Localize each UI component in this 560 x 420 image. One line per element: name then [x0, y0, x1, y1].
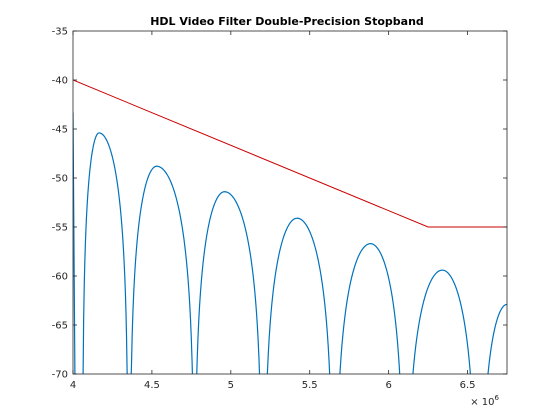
- x-exponent-power: 6: [495, 394, 500, 402]
- mask-line: [73, 79, 507, 228]
- series-layer: [73, 79, 507, 374]
- x-exponent-base: × 10: [470, 397, 494, 408]
- y-tick-label: -40: [52, 76, 68, 87]
- y-axis-ticks: -35 -40 -45 -50 -55 -60 -65 -70: [52, 27, 507, 381]
- plot-area: [73, 31, 507, 374]
- x-axis-ticks: 4 4.5 5 5.5 6 6.5: [70, 31, 476, 391]
- y-tick-label: -70: [52, 370, 68, 381]
- axes-box: [72, 30, 508, 375]
- x-tick-label: 6: [385, 380, 391, 391]
- x-tick-label: 6.5: [460, 380, 476, 391]
- y-tick-label: -35: [52, 27, 68, 38]
- y-tick-label: -45: [52, 125, 68, 136]
- filter-response-line: [73, 112, 507, 374]
- x-tick-label: 4.5: [144, 380, 160, 391]
- y-tick-label: -50: [52, 174, 68, 185]
- y-tick-label: -55: [52, 223, 68, 234]
- y-tick-label: -65: [52, 321, 68, 332]
- x-tick-label: 4: [70, 380, 76, 391]
- chart-title: HDL Video Filter Double-Precision Stopba…: [150, 15, 424, 28]
- x-tick-label: 5: [228, 380, 234, 391]
- x-tick-label: 5.5: [302, 380, 318, 391]
- x-axis-exponent: × 106: [470, 394, 499, 408]
- y-tick-label: -60: [52, 272, 68, 283]
